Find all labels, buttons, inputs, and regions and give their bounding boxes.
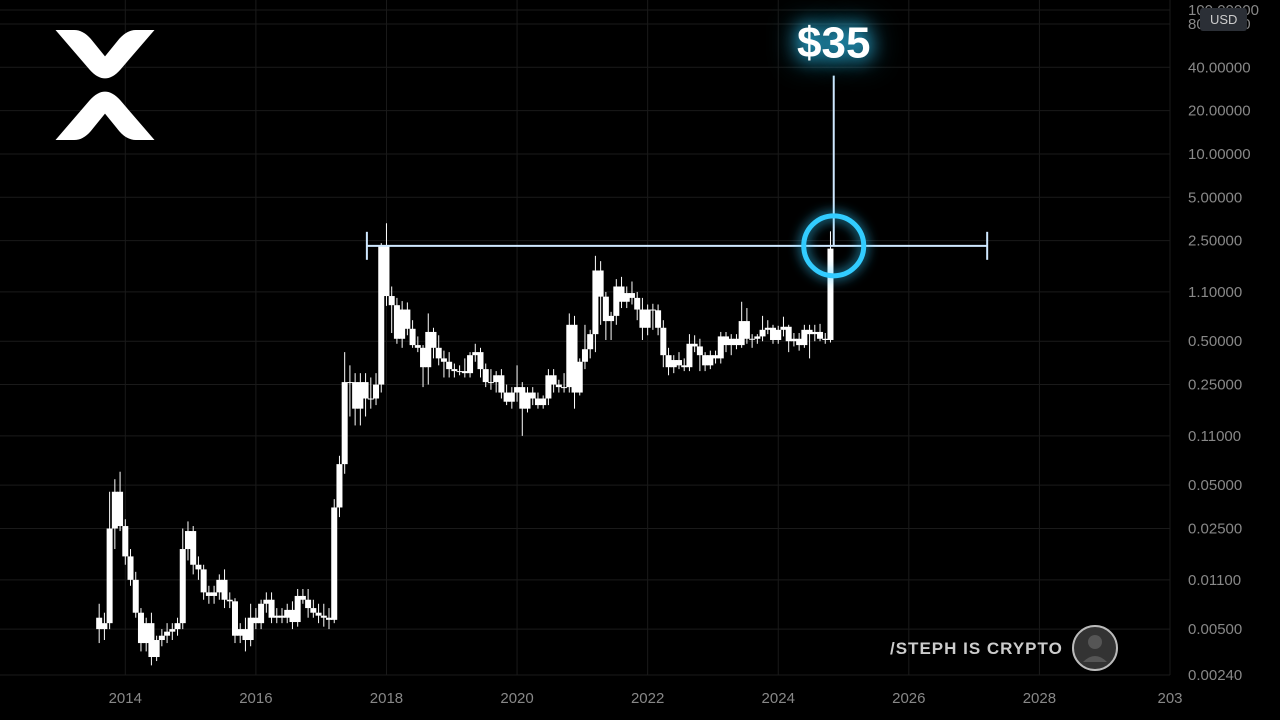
y-tick-label: 0.25000: [1188, 377, 1242, 394]
y-tick-label: 40.00000: [1188, 59, 1251, 76]
target-label: $35: [797, 19, 870, 68]
y-tick-label: 0.02500: [1188, 521, 1242, 538]
x-tick-label: 2028: [1023, 690, 1056, 707]
y-tick-label: 0.00500: [1188, 621, 1242, 638]
xrp-logo-icon: [56, 30, 155, 140]
x-tick-label: 2022: [631, 690, 664, 707]
y-tick-label: 20.00000: [1188, 103, 1251, 120]
x-tick-label: 2020: [500, 690, 533, 707]
x-tick-label: 2018: [370, 690, 403, 707]
y-tick-label: 1.10000: [1188, 284, 1242, 301]
y-tick-label: 2.50000: [1188, 233, 1242, 250]
price-chart: 100.0000080.0000040.0000020.0000010.0000…: [0, 0, 1280, 720]
x-tick-label: 203: [1157, 690, 1182, 707]
x-tick-label: 2024: [762, 690, 795, 707]
watermark-text: /STEPH IS CRYPTO: [890, 639, 1063, 658]
y-tick-label: 10.00000: [1188, 146, 1251, 163]
y-tick-label: 0.11000: [1188, 428, 1241, 445]
y-tick-label: 5.00000: [1188, 189, 1242, 206]
candles: [96, 223, 833, 665]
x-tick-label: 2014: [109, 690, 142, 707]
currency-badge[interactable]: USD: [1200, 8, 1247, 31]
x-tick-label: 2026: [892, 690, 925, 707]
y-tick-label: 0.50000: [1188, 333, 1242, 350]
y-tick-label: 0.05000: [1188, 477, 1242, 494]
y-tick-label: 0.00240: [1188, 667, 1242, 684]
y-tick-label: 0.01100: [1188, 572, 1241, 589]
x-tick-label: 2016: [239, 690, 272, 707]
